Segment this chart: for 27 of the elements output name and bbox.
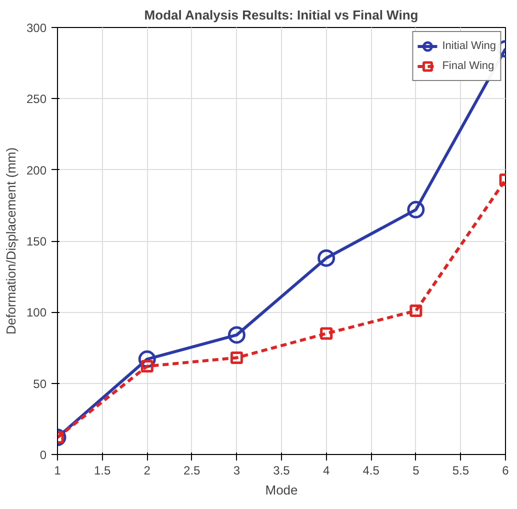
- point: [318, 249, 336, 267]
- x-tick-label: 2: [144, 464, 151, 478]
- y-tick-label: 100: [26, 306, 47, 320]
- point: [228, 326, 246, 344]
- legend-label: Initial Wing: [442, 40, 496, 52]
- x-tick-label: 5.5: [452, 464, 470, 478]
- point: [320, 327, 333, 340]
- x-tick-label: 1.5: [94, 464, 111, 478]
- y-tick-label: 150: [26, 234, 47, 248]
- x-tick-label: 6: [502, 464, 510, 478]
- legend-label: Final Wing: [442, 60, 494, 72]
- x-tick-label: 3.5: [273, 464, 290, 478]
- x-tick-label: 4: [322, 464, 330, 478]
- x-tick-label: 1: [54, 464, 62, 478]
- x-axis-title: Mode: [265, 482, 298, 498]
- x-tick-label: 5: [412, 464, 420, 478]
- y-tick-label: 250: [26, 92, 47, 106]
- chart-title: Modal Analysis Results: Initial vs Final Wing: [144, 8, 418, 22]
- x-tick-label: 3: [233, 464, 240, 478]
- y-tick-label: 300: [26, 21, 47, 35]
- y-tick-label: 50: [33, 376, 47, 391]
- point: [230, 351, 243, 364]
- x-tick-label: 2.5: [184, 464, 201, 478]
- y-axis-title: Deformation/Displacement (mm): [3, 147, 18, 335]
- y-tick-label: 200: [26, 163, 47, 178]
- y-tick-label: 0: [40, 448, 47, 462]
- x-tick-label: 4.5: [362, 464, 380, 478]
